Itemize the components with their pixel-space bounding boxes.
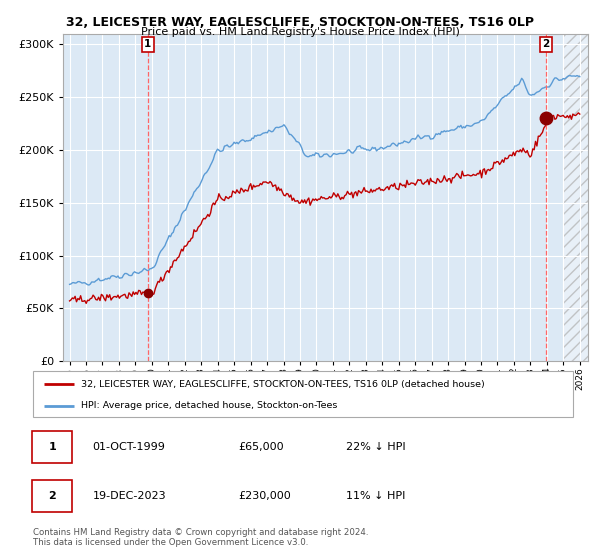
Text: HPI: Average price, detached house, Stockton-on-Tees: HPI: Average price, detached house, Stoc…: [80, 401, 337, 410]
Bar: [563, 34, 590, 361]
Text: 2: 2: [48, 491, 56, 501]
Text: 2: 2: [542, 39, 550, 49]
FancyBboxPatch shape: [32, 480, 73, 512]
Text: 32, LEICESTER WAY, EAGLESCLIFFE, STOCKTON-ON-TEES, TS16 0LP (detached house): 32, LEICESTER WAY, EAGLESCLIFFE, STOCKTO…: [80, 380, 484, 389]
Text: 32, LEICESTER WAY, EAGLESCLIFFE, STOCKTON-ON-TEES, TS16 0LP: 32, LEICESTER WAY, EAGLESCLIFFE, STOCKTO…: [66, 16, 534, 29]
Text: 1: 1: [48, 442, 56, 452]
Text: Contains HM Land Registry data © Crown copyright and database right 2024.
This d: Contains HM Land Registry data © Crown c…: [33, 528, 368, 547]
Bar: [563, 34, 590, 361]
FancyBboxPatch shape: [32, 432, 73, 463]
Text: 1: 1: [144, 39, 151, 49]
Text: Price paid vs. HM Land Registry's House Price Index (HPI): Price paid vs. HM Land Registry's House …: [140, 27, 460, 37]
FancyBboxPatch shape: [33, 371, 573, 417]
Text: £230,000: £230,000: [238, 491, 291, 501]
Text: 11% ↓ HPI: 11% ↓ HPI: [346, 491, 406, 501]
Text: 01-OCT-1999: 01-OCT-1999: [92, 442, 165, 452]
Text: £65,000: £65,000: [238, 442, 284, 452]
Text: 19-DEC-2023: 19-DEC-2023: [92, 491, 166, 501]
Text: 22% ↓ HPI: 22% ↓ HPI: [346, 442, 406, 452]
